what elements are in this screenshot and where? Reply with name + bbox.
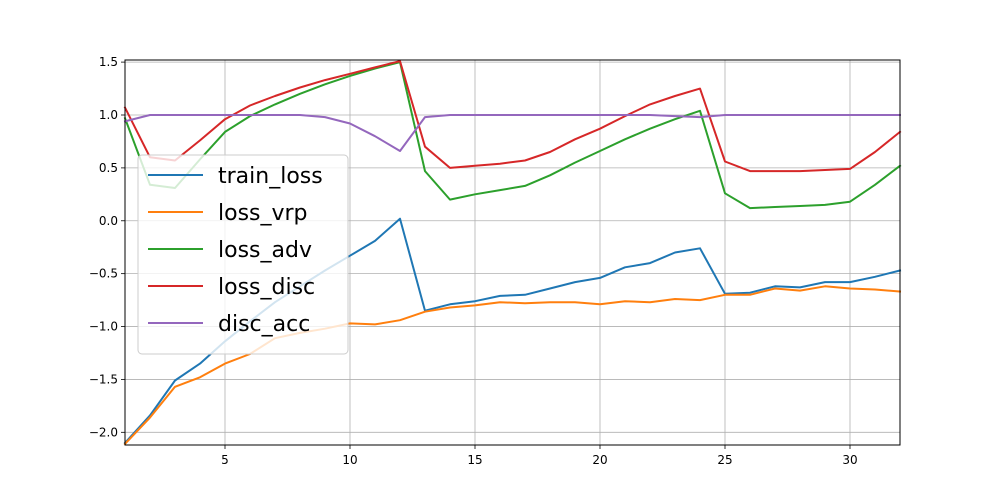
series-line-disc-acc <box>123 114 901 152</box>
series-line-loss-disc <box>123 60 902 173</box>
y-tick-label: 1.0 <box>99 108 118 122</box>
x-tick-label: 5 <box>221 453 229 467</box>
plot-frame <box>124 59 901 446</box>
legend-label: loss_adv <box>218 238 312 263</box>
y-tick-label: −1.5 <box>89 372 118 386</box>
y-tick-label: 0.5 <box>99 161 118 175</box>
legend: train_loss loss_vrp loss_adv loss_disc disc_… <box>137 154 349 355</box>
legend-box <box>137 154 349 355</box>
y-tick-label: 0.0 <box>99 214 118 228</box>
y-tick-label: −1.0 <box>89 320 118 334</box>
x-tick-label: 15 <box>467 453 482 467</box>
y-tick-label: −0.5 <box>89 267 118 281</box>
x-tick-label: 30 <box>842 453 857 467</box>
legend-label: train_loss <box>218 164 323 189</box>
x-tick-label: 20 <box>592 453 607 467</box>
x-tick-label: 10 <box>342 453 357 467</box>
y-tick-label: −2.0 <box>89 425 118 439</box>
x-tick-label: 25 <box>717 453 732 467</box>
legend-label: loss_vrp <box>218 201 308 226</box>
y-tick-label: 1.5 <box>99 55 118 69</box>
legend-label: disc_acc <box>218 312 310 337</box>
legend-label: loss_disc <box>218 275 315 300</box>
axis-ticks: 5 10 15 20 25 30 −2.0 −1.5 −1.0 −0.5 0.0 0.5 1.0 1.5 <box>89 55 858 467</box>
